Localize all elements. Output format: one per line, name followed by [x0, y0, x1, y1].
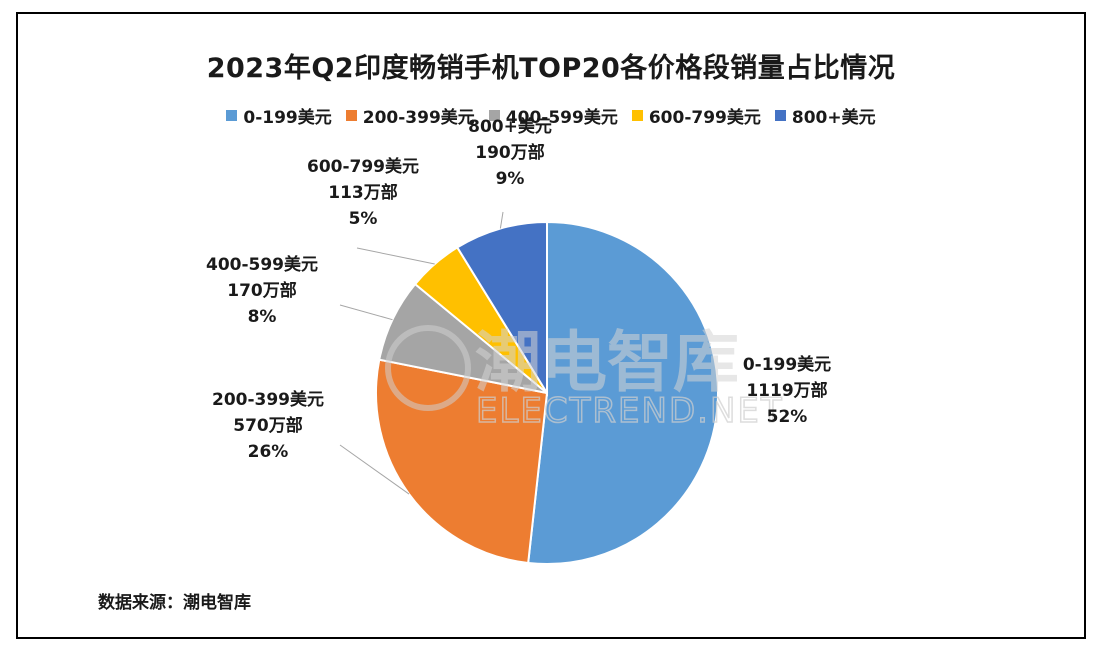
legend-swatch: [774, 110, 786, 121]
slice-category-label: 400-599美元: [206, 254, 318, 275]
data-labels: 0-199美元 1119万部 52% 200-399美元 570万部 26% 400-599…: [206, 116, 831, 462]
legend-swatch: [488, 110, 500, 121]
slice-value-label: 113万部: [328, 182, 398, 203]
slice-percent-label: 5%: [349, 209, 378, 229]
slice-category-label: 600-799美元: [307, 156, 419, 177]
legend-item: 200-399美元: [345, 103, 475, 128]
legend-swatch: [345, 110, 357, 121]
leader-lines: [339, 211, 504, 495]
watermark-en: ELECTREND.NET: [476, 391, 784, 431]
watermark-cn: 潮电智库: [475, 324, 739, 401]
legend-label: 200-399美元: [362, 108, 475, 128]
legend-item: 800+美元: [774, 103, 876, 128]
chart-title: 2023年Q2印度畅销手机TOP20各价格段销量占比情况: [206, 53, 896, 84]
legend-item: 400-599美元: [488, 103, 618, 128]
legend-label: 0-199美元: [243, 108, 332, 128]
legend-label: 400-599美元: [505, 108, 618, 128]
slice-category-label: 800+美元: [468, 116, 552, 137]
watermark-logo-icon: [385, 325, 471, 411]
legend-item: 600-799美元: [631, 103, 761, 128]
pie-slices: [375, 220, 719, 565]
watermark: 潮电智库 ELECTREND.NET: [385, 324, 784, 432]
slice-percent-label: 9%: [496, 169, 525, 189]
leader-line: [356, 247, 435, 265]
slice-value-label: 570万部: [233, 415, 303, 436]
pie-slice: [375, 358, 549, 565]
leader-line: [499, 211, 504, 229]
legend-label: 600-799美元: [648, 108, 761, 128]
slice-percent-label: 26%: [248, 442, 289, 462]
slice-value-label: 1119万部: [746, 380, 827, 401]
slice-percent-label: 52%: [767, 407, 808, 427]
legend-swatch: [631, 110, 643, 121]
slice-percent-label: 8%: [248, 307, 277, 327]
leader-line: [339, 304, 393, 321]
chart-legend: 0-199美元 200-399美元 400-599美元 600-799美元 80…: [18, 103, 1084, 128]
slice-category-label: 200-399美元: [212, 389, 324, 410]
legend-label: 800+美元: [791, 108, 876, 128]
leader-line: [339, 444, 410, 495]
legend-swatch: [226, 110, 238, 121]
data-source-note: 数据来源：潮电智库: [98, 593, 251, 613]
pie-slice: [455, 220, 548, 397]
slice-value-label: 170万部: [227, 280, 297, 301]
pie-slice: [527, 220, 719, 565]
slice-category-label: 0-199美元: [743, 354, 831, 375]
legend-item: 0-199美元: [226, 103, 332, 128]
slice-value-label: 190万部: [475, 142, 545, 163]
